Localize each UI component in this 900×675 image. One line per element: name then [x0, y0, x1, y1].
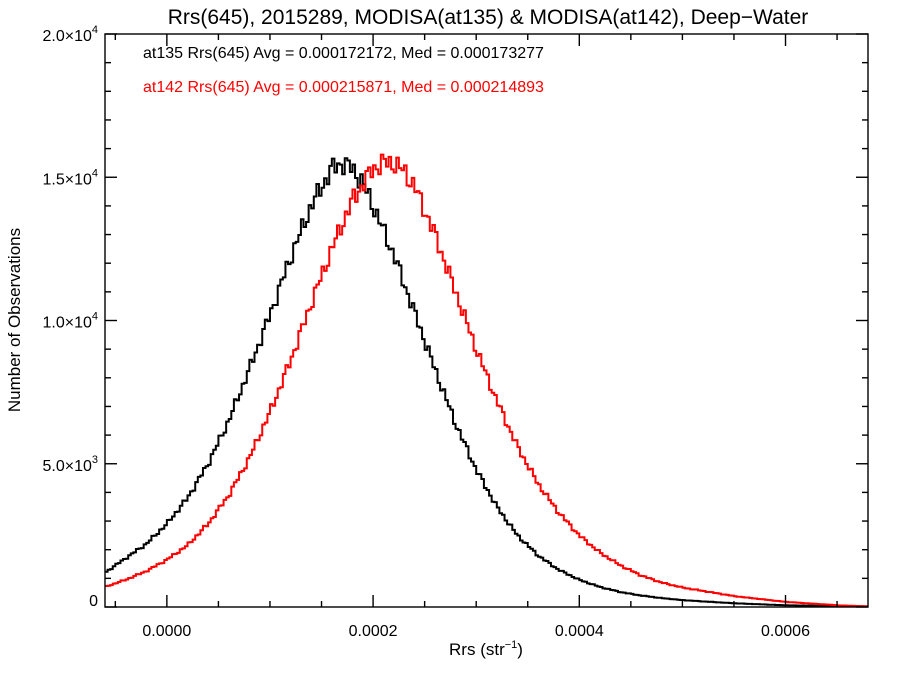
x-tick-label: 0.0004 [555, 623, 604, 640]
x-axis-label-exponent: −1 [505, 639, 518, 651]
plot-frame [104, 33, 869, 608]
y-axis-label: Number of Observations [5, 228, 24, 412]
y-tick-label: 5.0×103 [42, 454, 98, 475]
x-tick-label: 0.0002 [349, 623, 398, 640]
annotation-at135: at135 Rrs(645) Avg = 0.000172172, Med = … [143, 45, 544, 62]
y-tick-label: 0 [89, 593, 98, 610]
x-axis-label: Rrs (str−1) [449, 639, 523, 659]
series-line-0 [105, 157, 868, 608]
y-tick-label: 1.0×104 [42, 311, 98, 332]
series-layer [105, 153, 868, 608]
annotation-at142: at142 Rrs(645) Avg = 0.000215871, Med = … [143, 79, 544, 96]
x-tick-label: 0.0006 [761, 623, 810, 640]
series-line-1 [105, 153, 868, 608]
y-tick-label: 2.0×104 [42, 24, 98, 45]
axes-ticks: 0.0000 0.0002 0.0004 0.0006 0 5.0×103 1.0×104 1… [42, 24, 868, 640]
chart-title: Rrs(645), 2015289, MODISA(at135) & MODIS… [168, 6, 809, 29]
x-tick-label: 0.0000 [142, 623, 191, 640]
y-tick-label: 1.5×104 [42, 167, 98, 188]
